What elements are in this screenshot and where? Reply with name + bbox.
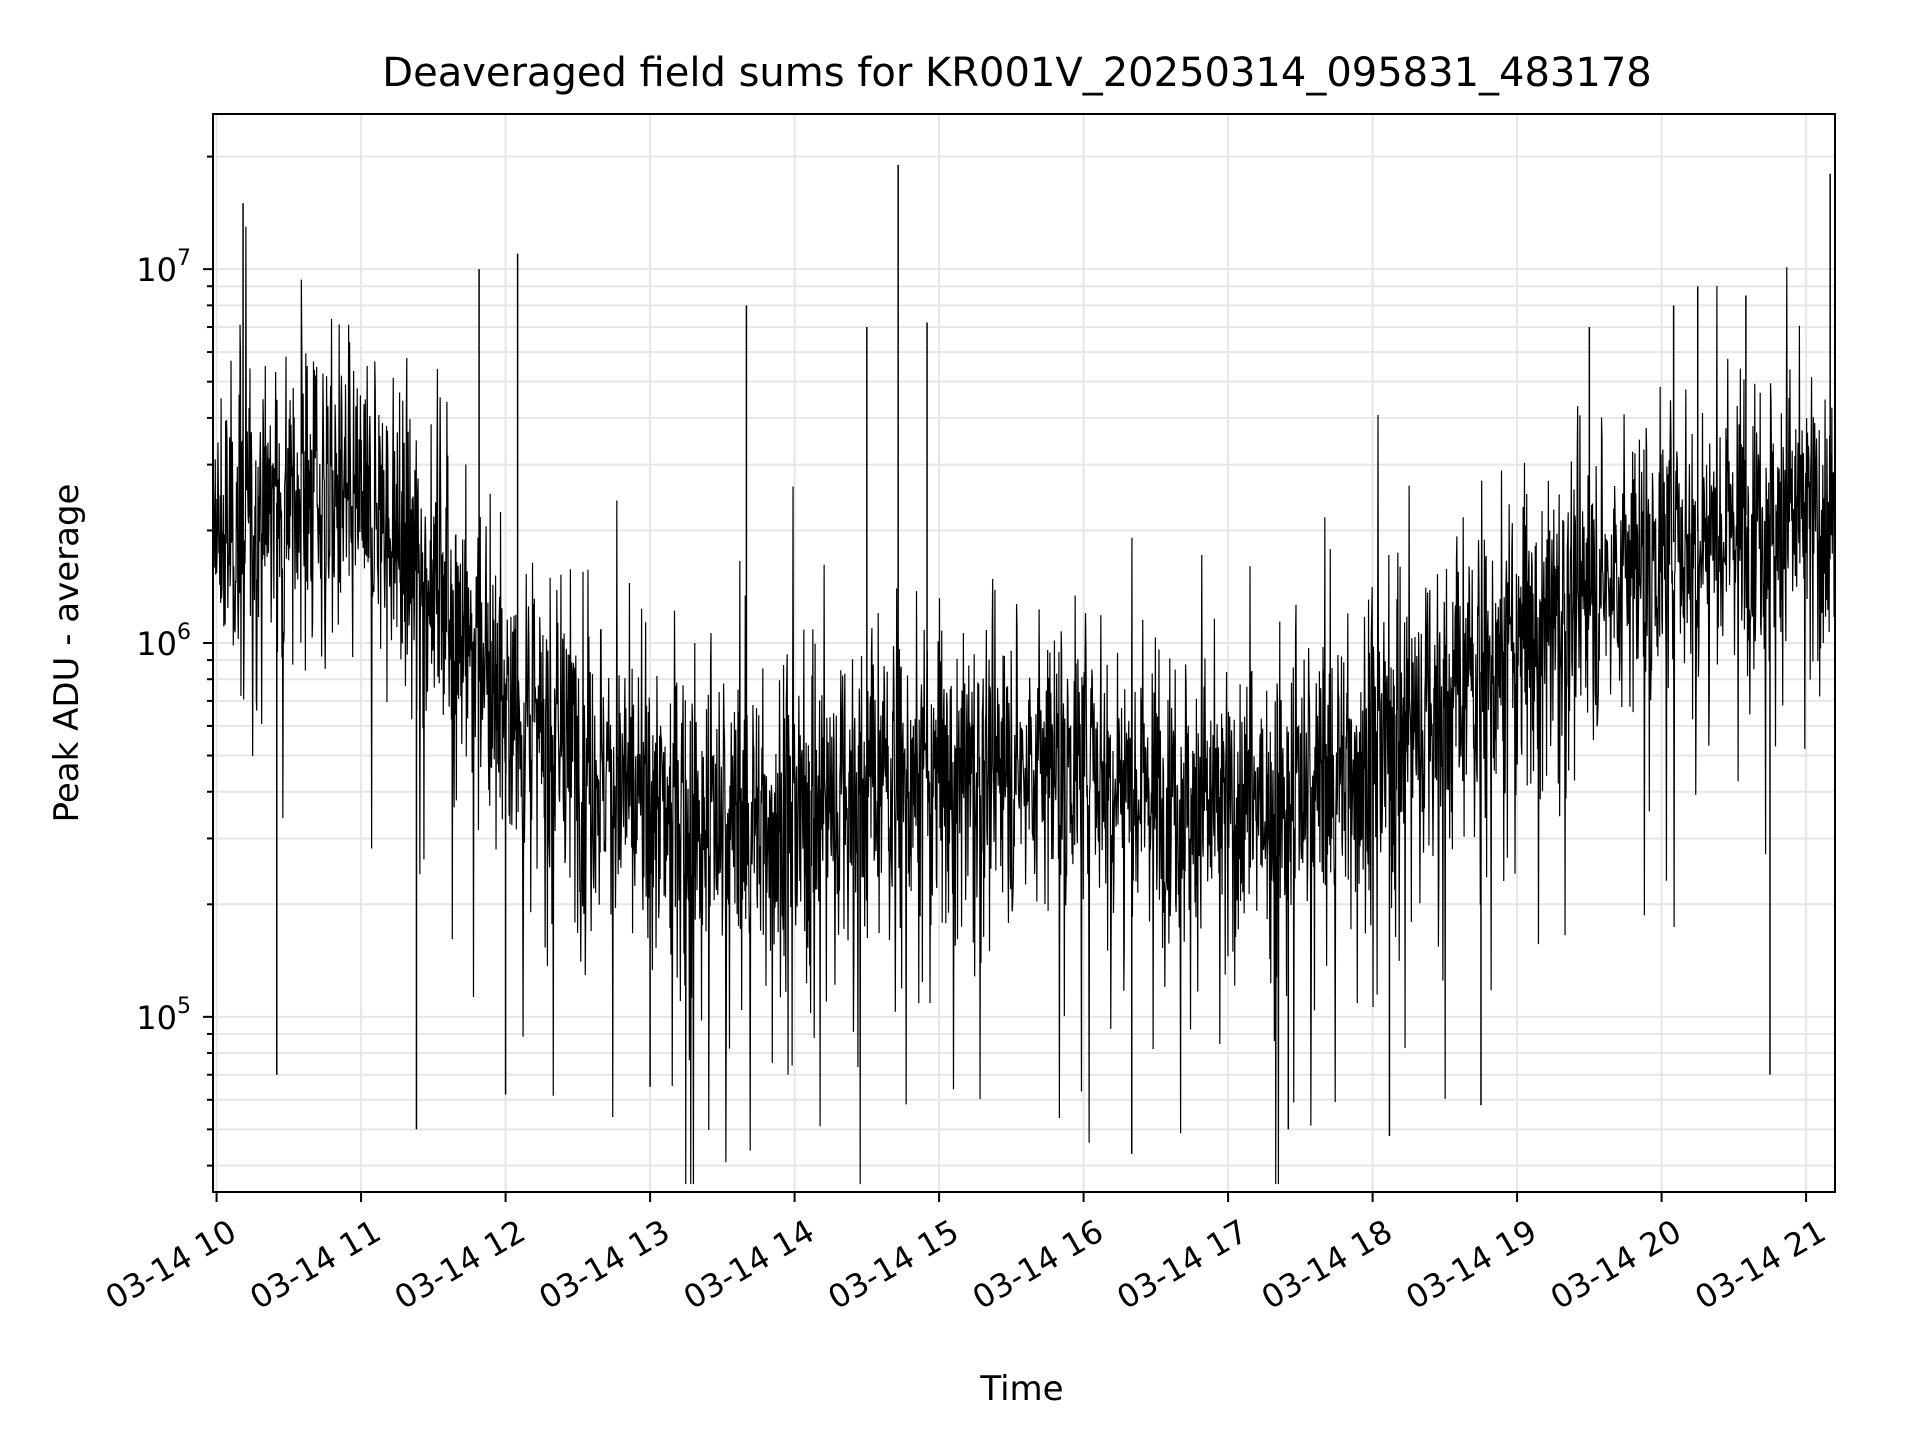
y-tick-label-2: 107 xyxy=(136,246,191,289)
plot-frame xyxy=(212,113,1836,1193)
y-tick-label-1: 106 xyxy=(136,620,191,663)
series-line xyxy=(213,226,1835,1185)
y-tick-label-0: 105 xyxy=(136,994,191,1037)
y-axis-label: Peak ADU - average xyxy=(47,484,87,823)
y-axis: 105 106 107 xyxy=(136,155,213,1167)
x-axis-label: Time xyxy=(979,1369,1063,1409)
plot-area xyxy=(213,164,1835,1185)
chart-title: Deaveraged field sums for KR001V_2025031… xyxy=(382,50,1651,96)
spike-lines xyxy=(242,164,1831,1154)
